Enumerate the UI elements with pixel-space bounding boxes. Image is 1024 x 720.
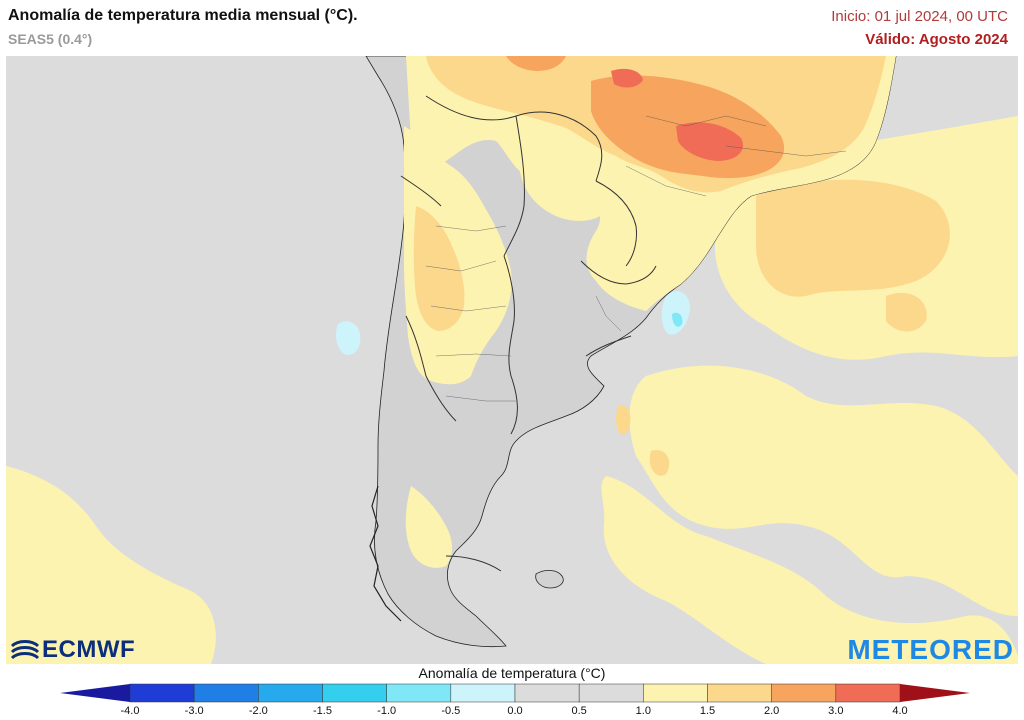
province-borders bbox=[425, 115, 847, 402]
header: Anomalía de temperatura media mensual (°… bbox=[0, 0, 1024, 56]
anomaly-red-core-1 bbox=[676, 122, 744, 161]
pacific-anomaly-south bbox=[6, 466, 216, 664]
colorbar-tick-label: 0.0 bbox=[507, 705, 523, 717]
anomaly-red-core-2 bbox=[611, 68, 643, 88]
chile-archipelago bbox=[369, 485, 402, 622]
anomaly-map bbox=[6, 56, 1018, 664]
meteored-logo: METEORED bbox=[847, 634, 1014, 665]
cold-anomaly-pacific bbox=[336, 321, 361, 355]
malvinas-islands bbox=[535, 570, 564, 589]
paraguay-anomaly-yellow bbox=[517, 129, 614, 221]
colorbar-bin bbox=[450, 683, 516, 703]
legend-title: Anomalía de temperatura (°C) bbox=[418, 665, 606, 681]
atlantic-anomaly-south bbox=[601, 476, 1018, 664]
atlantic-orange-patch-4 bbox=[649, 450, 670, 476]
colorbar-tick-label: 1.0 bbox=[635, 705, 651, 717]
colorbar-bins bbox=[129, 683, 901, 703]
colorbar-bin bbox=[707, 683, 772, 703]
colorbar-tick-label: -2.0 bbox=[248, 705, 268, 717]
colorbar-high-arrow bbox=[900, 684, 970, 702]
colorbar-bin bbox=[835, 683, 901, 703]
colorbar-tick-label: 3.0 bbox=[828, 705, 844, 717]
colorbar-tick-label: 2.0 bbox=[764, 705, 780, 717]
atlantic-orange-patch-3 bbox=[616, 405, 631, 435]
colorbar-tick-label: -0.5 bbox=[441, 705, 461, 717]
map-title: Anomalía de temperatura media mensual (°… bbox=[8, 7, 358, 24]
anomaly-orange-west bbox=[506, 56, 566, 71]
model-label: SEAS5 (0.4°) bbox=[8, 31, 93, 47]
ecmwf-logo: ECMWF bbox=[8, 636, 135, 664]
colorbar-bin bbox=[578, 683, 644, 703]
colorbar-bin bbox=[258, 683, 323, 703]
init-time: Inicio: 01 jul 2024, 00 UTC bbox=[831, 8, 1008, 25]
patagonia-anomaly-yellow bbox=[405, 486, 452, 568]
atlantic-orange-patch-1 bbox=[756, 179, 950, 297]
colorbar-tick-label: 0.5 bbox=[571, 705, 587, 717]
colorbar-tick-label: -4.0 bbox=[120, 705, 140, 717]
colorbar-ticks: -4.0 -3.0 -2.0 -1.5 -1.0 -0.5 0.0 0.5 1.0 1.5 2.0 3… bbox=[0, 705, 1024, 720]
colorbar-tick-label: -3.0 bbox=[184, 705, 204, 717]
colorbar-tick-label: -1.5 bbox=[313, 705, 332, 717]
colorbar-tick-label: 1.5 bbox=[699, 705, 716, 717]
atlantic-orange-patch-2 bbox=[886, 292, 927, 332]
colorbar-bin bbox=[514, 683, 580, 703]
ecmwf-logo-text: ECMWF bbox=[42, 636, 136, 663]
colorbar-bin bbox=[771, 683, 837, 703]
atlantic-anomaly-east bbox=[629, 365, 1018, 616]
colorbar-bin bbox=[322, 683, 387, 703]
andes-anomaly-orange bbox=[413, 206, 465, 331]
colorbar-bin bbox=[129, 683, 195, 703]
colorbar-bin bbox=[193, 683, 259, 703]
colorbar bbox=[60, 683, 970, 703]
colorbar-tick-label: 4.0 bbox=[892, 705, 908, 717]
colorbar-bin bbox=[386, 683, 452, 703]
country-borders bbox=[400, 95, 657, 572]
colorbar-bin bbox=[643, 683, 708, 703]
ecmwf-swirl-icon bbox=[10, 640, 40, 660]
valid-period: Válido: Agosto 2024 bbox=[865, 31, 1008, 48]
cold-anomaly-atlantic-core bbox=[672, 312, 683, 327]
colorbar-tick-label: -1.0 bbox=[377, 705, 397, 717]
colorbar-low-arrow bbox=[60, 684, 130, 702]
